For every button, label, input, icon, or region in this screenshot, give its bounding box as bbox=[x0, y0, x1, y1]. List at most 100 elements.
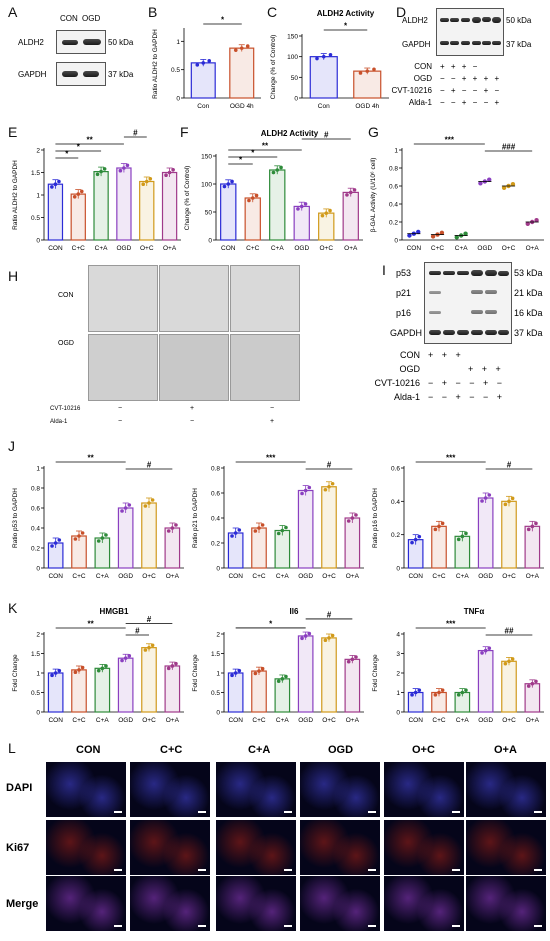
data-point bbox=[123, 656, 128, 660]
data-point bbox=[118, 168, 123, 173]
y-tick-label: 0 bbox=[394, 238, 398, 245]
data-point bbox=[534, 521, 538, 526]
data-point bbox=[307, 485, 312, 490]
data-point bbox=[296, 207, 300, 211]
data-point bbox=[167, 170, 172, 175]
data-point bbox=[365, 69, 370, 73]
condition-con-marks: + + + bbox=[428, 350, 464, 360]
micrograph-con-1 bbox=[88, 265, 158, 332]
bar bbox=[93, 170, 109, 241]
x-tick-label: O+C bbox=[142, 717, 156, 724]
data-point bbox=[257, 669, 261, 673]
row-label-dapi: DAPI bbox=[6, 782, 33, 794]
y-tick-label: 0.2 bbox=[391, 532, 400, 539]
x-tick-label: OGD bbox=[118, 573, 133, 580]
data-point bbox=[507, 659, 511, 664]
significance-label: * bbox=[251, 149, 255, 158]
y-tick-label: 1 bbox=[36, 671, 40, 678]
y-axis-label: Ratio p53 to GAPDH bbox=[12, 488, 19, 548]
y-tick-label: 0.2 bbox=[31, 546, 40, 553]
row-label-ki67: Ki67 bbox=[6, 842, 30, 854]
significance-label: * bbox=[239, 156, 243, 165]
data-point bbox=[464, 531, 468, 536]
y-tick-label: 0.2 bbox=[211, 541, 220, 548]
y-tick-label: 2 bbox=[36, 632, 40, 639]
bar bbox=[344, 517, 361, 569]
condition-alda: Alda-1 bbox=[393, 392, 420, 402]
data-point bbox=[487, 177, 492, 182]
data-point bbox=[230, 534, 234, 538]
bar bbox=[71, 669, 87, 713]
bar bbox=[477, 649, 494, 713]
data-point bbox=[147, 645, 151, 650]
data-point bbox=[166, 529, 171, 533]
scale-bar bbox=[534, 869, 542, 871]
bar bbox=[251, 670, 267, 713]
scale-bar bbox=[452, 811, 460, 813]
data-point bbox=[534, 679, 538, 684]
chart-j-p21: Ratio p21 to GAPDH 0 0.2 0.4 0.6 0.8 CON C+C C+A… bbox=[192, 454, 364, 580]
condition-alda-marks: − − + − − + bbox=[440, 98, 502, 107]
data-point bbox=[510, 657, 515, 661]
data-point bbox=[526, 684, 531, 688]
data-point bbox=[510, 496, 515, 501]
data-point bbox=[525, 221, 530, 226]
x-tick-label: OGD bbox=[478, 717, 493, 724]
fluorescence-image bbox=[46, 820, 126, 875]
bar bbox=[244, 197, 261, 241]
y-tick-label: 0 bbox=[216, 566, 220, 573]
data-point bbox=[123, 506, 128, 510]
data-point bbox=[315, 56, 319, 61]
data-point bbox=[354, 513, 358, 517]
data-point bbox=[299, 204, 304, 209]
mark-cvt-2: + bbox=[190, 405, 195, 412]
x-tick-label: C+A bbox=[96, 717, 109, 724]
y-tick-label: 100 bbox=[201, 182, 212, 189]
data-point bbox=[407, 233, 412, 238]
chart-k-il6: Il6 Fold Change 0 0.5 1 1.5 2 CON C+C C+A OGD O+C O+… bbox=[192, 607, 364, 724]
y-axis-label: Fold Change bbox=[372, 654, 379, 692]
data-point bbox=[276, 679, 281, 683]
x-tick-label: CON bbox=[408, 573, 423, 580]
blot-i-image bbox=[424, 262, 512, 344]
significance-label: * bbox=[269, 619, 273, 628]
significance-label: ** bbox=[262, 142, 269, 151]
bar bbox=[524, 525, 541, 569]
data-point bbox=[77, 534, 81, 538]
size-label-53kda: 53 kDa bbox=[514, 268, 543, 278]
data-point bbox=[440, 521, 445, 526]
data-point bbox=[478, 181, 483, 186]
data-point bbox=[233, 48, 238, 52]
bar bbox=[293, 205, 310, 241]
data-point bbox=[526, 527, 531, 532]
significance-label: *** bbox=[445, 136, 455, 145]
x-tick-label: O+A bbox=[166, 573, 180, 580]
bar bbox=[116, 167, 132, 241]
significance-label: # bbox=[327, 610, 332, 619]
bar bbox=[274, 529, 291, 569]
bar bbox=[227, 532, 244, 569]
x-tick-label: C+A bbox=[276, 717, 289, 724]
data-point bbox=[410, 693, 414, 697]
micrograph-con-3 bbox=[230, 265, 300, 332]
bar bbox=[297, 489, 314, 569]
col-label-ogd: OGD bbox=[328, 744, 354, 756]
chart-title: TNFα bbox=[464, 607, 485, 616]
y-axis-label: Change (% of Control) bbox=[270, 35, 277, 100]
data-point bbox=[276, 531, 281, 536]
x-tick-label: C+C bbox=[72, 573, 85, 580]
data-point bbox=[53, 182, 58, 186]
bar bbox=[353, 70, 382, 99]
x-tick-label: OGD bbox=[118, 717, 133, 724]
scale-bar bbox=[368, 925, 376, 927]
data-point bbox=[300, 636, 304, 641]
significance-label: *** bbox=[446, 454, 456, 463]
data-point bbox=[120, 658, 124, 663]
micrograph-con-2 bbox=[159, 265, 229, 332]
bar bbox=[309, 56, 338, 99]
data-point bbox=[253, 671, 258, 676]
data-point bbox=[230, 673, 234, 678]
fluorescence-image bbox=[130, 762, 210, 817]
data-point bbox=[456, 693, 461, 697]
fluorescence-image bbox=[466, 820, 546, 875]
